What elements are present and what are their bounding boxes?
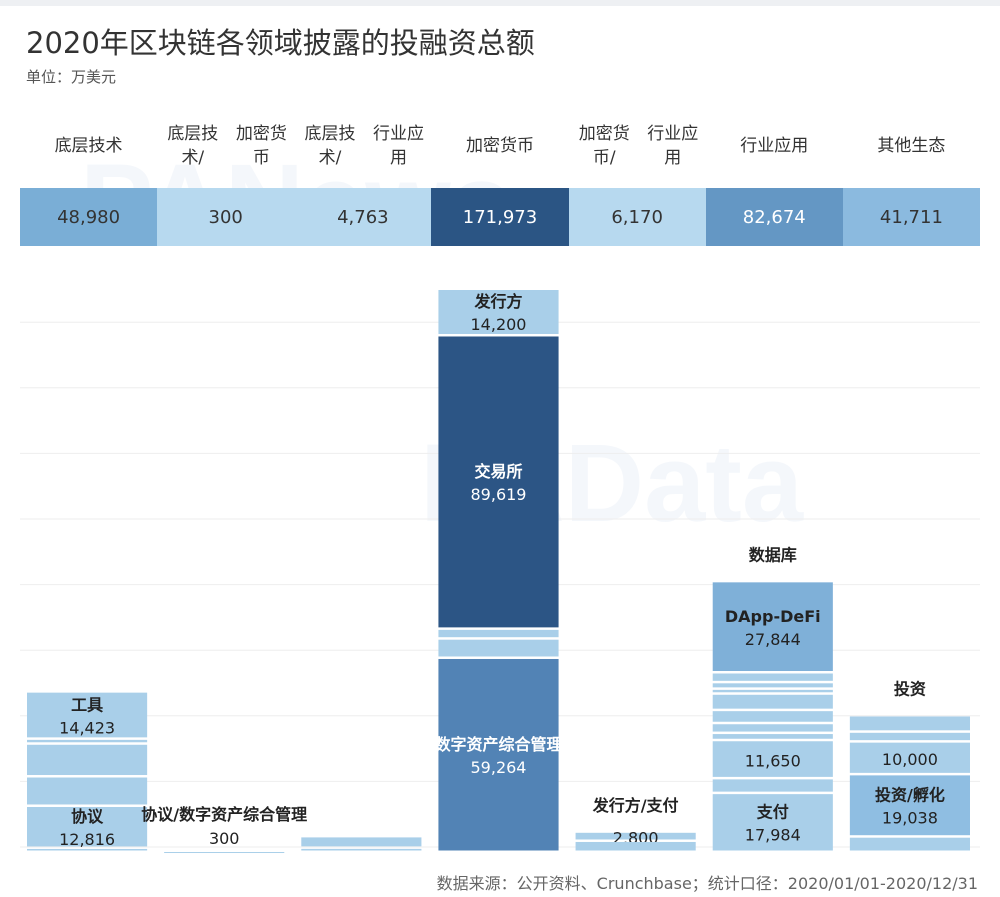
- segment-label: 协议: [71, 807, 104, 826]
- bar-segment: [849, 837, 970, 851]
- category-header-row: 底层技术 底层技术/加密货币 底层技术/行业应用 加密货币 加密货币/行业应用 行业应用 其…: [20, 118, 980, 174]
- category-label: 底层技术/行业应用: [304, 124, 425, 168]
- total-value: 82,674: [705, 188, 843, 246]
- category-label: 行业应用: [740, 136, 809, 156]
- total-value: 48,980: [20, 188, 158, 246]
- bar-segment: [438, 658, 559, 851]
- segment-label: 工具: [71, 695, 103, 714]
- bar-segment: [712, 724, 833, 732]
- bar-segment: [27, 739, 148, 743]
- segment-label: 投资/孵化: [875, 786, 945, 805]
- bar-segment: [849, 732, 970, 741]
- bar-segment: [712, 582, 833, 671]
- bar-segment: [712, 779, 833, 792]
- segment-label: 交易所: [474, 462, 522, 481]
- bar-segment: [849, 742, 970, 773]
- bar-segment: [164, 852, 285, 854]
- bar-segment: [27, 744, 148, 776]
- segment-value: 27,844: [745, 630, 801, 649]
- bar-segment: [575, 832, 696, 840]
- total-value: 41,711: [842, 188, 980, 246]
- segment-label: 协议/数字资产综合管理: [141, 805, 307, 824]
- unit-label: 单位：万美元: [26, 68, 117, 86]
- bar-segment: [438, 629, 559, 638]
- bar-segment: [301, 848, 422, 851]
- total-value: 300: [157, 188, 295, 246]
- segment-value: 89,619: [471, 485, 527, 504]
- stacked-bar-chart: 工具 14,423 协议 12,816 协议/数字资产综合管理 300 发行方 14,200 交…: [20, 290, 980, 854]
- bar-segment: [849, 716, 970, 731]
- bar-segment: [712, 689, 833, 693]
- segment-value: 300: [209, 829, 240, 848]
- bar-segment: [438, 639, 559, 657]
- segment-value: 17,984: [745, 826, 801, 845]
- category-label: 加密货币/行业应用: [578, 124, 699, 168]
- segment-value: 59,264: [471, 758, 527, 777]
- segment-value: 19,038: [882, 809, 938, 828]
- source-footer: 数据来源：公开资料、Crunchbase；统计口径：2020/01/01-202…: [436, 874, 978, 893]
- segment-label: 数据库: [749, 545, 797, 564]
- top-banner: [0, 0, 1000, 6]
- bar-segment: [712, 683, 833, 688]
- category-label: 加密货币: [465, 136, 534, 156]
- bar-segment: [712, 741, 833, 777]
- segment-label: 投资: [894, 679, 926, 698]
- segment-label: 数字资产综合管理: [434, 735, 562, 754]
- bar-segment: [712, 794, 833, 851]
- bar-segment: [712, 694, 833, 709]
- segment-value: 10,000: [882, 750, 938, 769]
- segment-value: 11,650: [745, 751, 801, 770]
- bar-segment: [438, 336, 559, 628]
- category-label: 底层技术/加密货币: [167, 124, 287, 168]
- bar-segment: [301, 837, 422, 847]
- bar-segment: [438, 290, 559, 334]
- bar-segment: [27, 777, 148, 805]
- segment-value: 14,200: [471, 315, 527, 334]
- segment-label: 发行方/支付: [592, 796, 679, 815]
- bar-segment: [27, 806, 148, 847]
- bar-segment: [712, 673, 833, 681]
- bar-segment: [575, 841, 696, 851]
- chart-title: 2020年区块链各领域披露的投融资总额: [26, 26, 535, 60]
- bar-segment: [849, 775, 970, 836]
- bar-segment: [27, 692, 148, 738]
- segment-value: 14,423: [59, 718, 115, 737]
- segment-label: DApp-DeFi: [725, 607, 821, 626]
- segment-value: 12,816: [59, 830, 115, 849]
- category-label: 其他生态: [877, 136, 946, 156]
- segment-label: 发行方: [473, 292, 522, 311]
- total-value: 171,973: [431, 188, 569, 246]
- bar-segment: [712, 711, 833, 722]
- bar-segment: [27, 848, 148, 851]
- segment-label: 支付: [756, 803, 789, 822]
- totals-row: 48,980 300 4,763 171,973 6,170 82,674 41,711: [20, 188, 980, 246]
- bar-segment: [712, 734, 833, 739]
- total-value: 4,763: [294, 188, 432, 246]
- total-value: 6,170: [568, 188, 706, 246]
- category-label: 底层技术: [54, 136, 123, 156]
